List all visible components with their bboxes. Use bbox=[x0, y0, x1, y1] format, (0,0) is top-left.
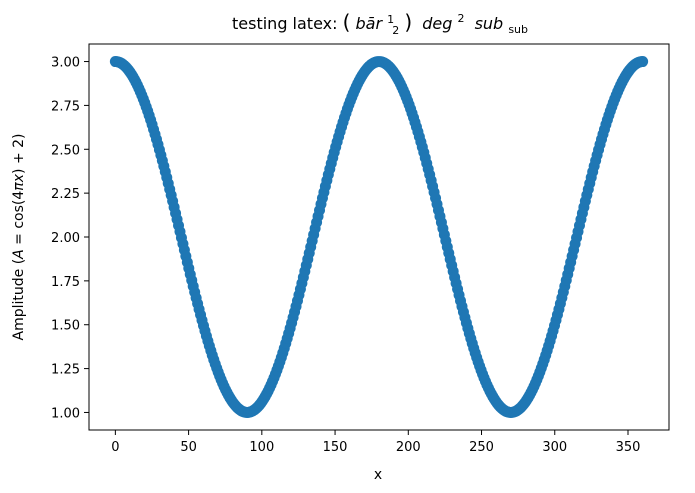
title-sub-sub: sub bbox=[508, 23, 528, 36]
data-points bbox=[109, 56, 649, 418]
title-frac-den: 2 bbox=[392, 24, 399, 37]
y-tick-label: 2.50 bbox=[51, 143, 80, 158]
x-tick-label: 300 bbox=[542, 440, 567, 455]
data-point bbox=[637, 56, 649, 68]
y-tick-label: 1.00 bbox=[51, 406, 80, 421]
x-axis-ticks: 0 50 100 150 200 250 300 350 bbox=[111, 430, 640, 455]
title-deg: deg bbox=[422, 14, 452, 33]
y-tick-label: 2.75 bbox=[51, 99, 80, 114]
title-deg-sup: 2 bbox=[457, 12, 464, 25]
y-tick-label: 3.00 bbox=[51, 56, 80, 71]
y-tick-label: 1.50 bbox=[51, 319, 80, 334]
y-tick-label: 2.25 bbox=[51, 187, 80, 202]
y-axis-label: Amplitude (A = cos(4πx) + 2) bbox=[11, 134, 27, 341]
y-tick-label: 1.75 bbox=[51, 275, 80, 290]
x-tick-label: 0 bbox=[111, 440, 119, 455]
x-tick-label: 100 bbox=[249, 440, 274, 455]
x-tick-label: 350 bbox=[616, 440, 641, 455]
y-axis-ticks: 1.00 1.25 1.50 1.75 2.00 2.25 2.50 2.75 3.00 bbox=[51, 56, 89, 421]
svg-text:testing latex: (: testing latex: ( bār 1 2 ) deg 2 sub sub bbox=[232, 7, 528, 38]
title-sub: sub bbox=[475, 14, 504, 33]
x-axis-label: x bbox=[374, 467, 382, 483]
chart-title: testing latex: ( bār 1 2 ) deg 2 sub sub bbox=[232, 7, 528, 38]
title-prefix: testing latex: bbox=[232, 14, 343, 33]
y-tick-label: 2.00 bbox=[51, 231, 80, 246]
y-tick-label: 1.25 bbox=[51, 363, 80, 378]
x-tick-label: 250 bbox=[469, 440, 494, 455]
title-bar-text: bār bbox=[356, 14, 384, 33]
title-frac-num: 1 bbox=[387, 13, 394, 26]
svg-text:Amplitude (A = cos(4πx) + 2): Amplitude (A = cos(4πx) + 2) bbox=[11, 134, 27, 341]
x-tick-label: 50 bbox=[180, 440, 197, 455]
x-tick-label: 150 bbox=[323, 440, 348, 455]
x-tick-label: 200 bbox=[396, 440, 421, 455]
